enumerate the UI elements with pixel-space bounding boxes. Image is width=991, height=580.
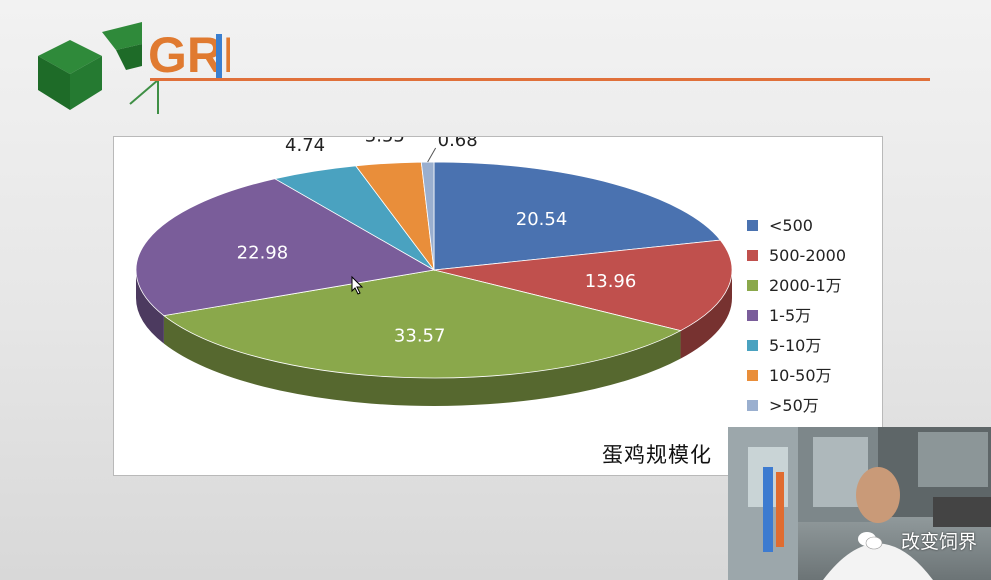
presenter-video: 改变饲界 xyxy=(728,427,991,580)
legend-label-6: >50万 xyxy=(769,396,819,415)
pie-slice-6 xyxy=(420,161,435,271)
legend-swatch-5 xyxy=(747,370,758,381)
pie-slice-0 xyxy=(433,161,722,271)
value-label-4: 4.74 xyxy=(285,137,325,156)
pie-chart: 20.54 13.96 33.57 22.98 4.74 3.55 0.68 <500 500-… xyxy=(135,137,846,415)
legend-swatch-6 xyxy=(747,400,758,411)
pie-slice-3 xyxy=(135,178,436,317)
legend-label-1: 500-2000 xyxy=(769,246,846,265)
legend-swatch-2 xyxy=(747,280,758,291)
legend-label-2: 2000-1万 xyxy=(769,276,842,295)
legend-label-0: <500 xyxy=(769,216,813,235)
legend: <500 500-2000 2000-1万 1-5万 5-10万 10-50万 >50万 xyxy=(747,216,846,415)
value-label-0: 20.54 xyxy=(516,209,568,230)
pie-side-3 xyxy=(136,270,164,344)
pie-slice-2 xyxy=(162,269,682,379)
legend-label-3: 1-5万 xyxy=(769,306,811,325)
legend-label-4: 5-10万 xyxy=(769,336,821,355)
pie-value-labels: 20.54 13.96 33.57 22.98 4.74 3.55 0.68 xyxy=(237,137,637,347)
legend-label-5: 10-50万 xyxy=(769,366,832,385)
title-rule xyxy=(150,78,930,81)
pie-side-2 xyxy=(163,315,681,406)
value-label-1: 13.96 xyxy=(585,271,637,292)
legend-swatch-3 xyxy=(747,310,758,321)
gri-logo: GRI xyxy=(30,18,237,122)
value-label-2: 33.57 xyxy=(394,326,446,347)
mouse-cursor-icon xyxy=(351,275,364,295)
pie-slice-1 xyxy=(433,239,733,332)
wechat-icon xyxy=(857,530,883,556)
pie-slices xyxy=(135,161,733,379)
leader-line-6 xyxy=(427,147,437,163)
chart-panel: 20.54 13.96 33.57 22.98 4.74 3.55 0.68 <500 500-… xyxy=(113,136,883,476)
value-label-6: 0.68 xyxy=(438,137,478,151)
value-label-5: 3.55 xyxy=(365,137,405,147)
chart-title: 蛋鸡规模化 xyxy=(602,443,712,467)
watermark-text: 改变饲界 xyxy=(900,531,977,553)
legend-swatch-0 xyxy=(747,220,758,231)
logo-text: GRI xyxy=(148,27,230,83)
legend-swatch-4 xyxy=(747,340,758,351)
legend-swatch-1 xyxy=(747,250,758,261)
value-label-3: 22.98 xyxy=(237,243,289,264)
